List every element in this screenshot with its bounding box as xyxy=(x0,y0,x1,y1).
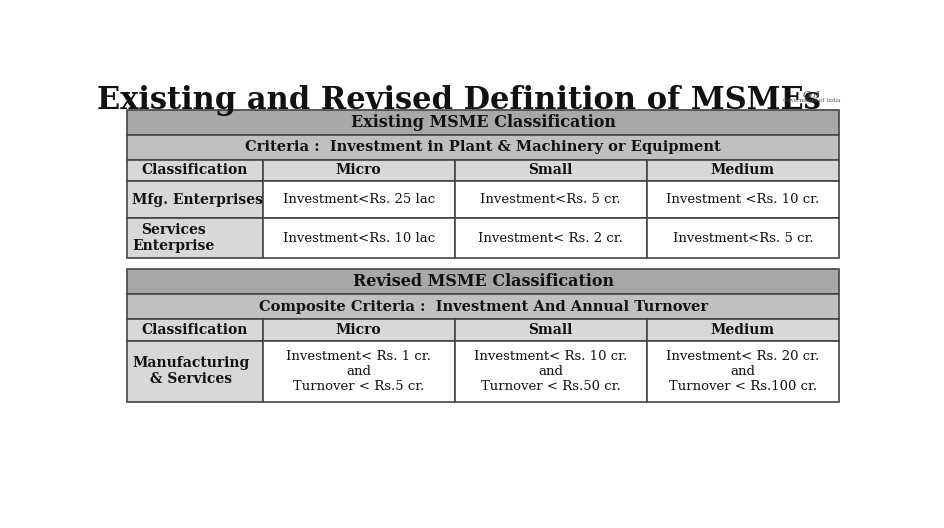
Text: Criteria :  Investment in Plant & Machinery or Equipment: Criteria : Investment in Plant & Machine… xyxy=(245,140,720,154)
Text: Investment< Rs. 1 cr.
and
Turnover < Rs.5 cr.: Investment< Rs. 1 cr. and Turnover < Rs.… xyxy=(286,350,430,393)
Text: Manufacturing
& Services: Manufacturing & Services xyxy=(132,356,249,386)
Bar xyxy=(454,159,646,181)
Text: Government of India: Government of India xyxy=(783,98,839,103)
Bar xyxy=(127,319,262,341)
Text: Investment<Rs. 5 cr.: Investment<Rs. 5 cr. xyxy=(480,193,620,206)
Text: Small: Small xyxy=(528,163,572,177)
Bar xyxy=(127,110,838,135)
Text: Investment< Rs. 2 cr.: Investment< Rs. 2 cr. xyxy=(478,232,622,244)
Text: GoI: GoI xyxy=(802,91,819,100)
Bar xyxy=(262,218,454,258)
Bar xyxy=(127,181,262,218)
Bar xyxy=(127,295,838,319)
Text: Medium: Medium xyxy=(710,323,774,337)
Text: Investment<Rs. 10 lac: Investment<Rs. 10 lac xyxy=(282,232,434,244)
Text: Existing and Revised Definition of MSMEs: Existing and Revised Definition of MSMEs xyxy=(97,85,820,116)
Text: Classification: Classification xyxy=(142,323,248,337)
Text: Micro: Micro xyxy=(335,163,381,177)
Text: Existing MSME Classification: Existing MSME Classification xyxy=(350,114,615,131)
Bar xyxy=(646,159,838,181)
Bar xyxy=(262,341,454,402)
Bar xyxy=(646,319,838,341)
Bar xyxy=(646,218,838,258)
Bar xyxy=(127,135,838,159)
Text: Investment< Rs. 10 cr.
and
Turnover < Rs.50 cr.: Investment< Rs. 10 cr. and Turnover < Rs… xyxy=(474,350,627,393)
Bar xyxy=(646,181,838,218)
Text: Services
Enterprise: Services Enterprise xyxy=(132,223,214,253)
Text: Revised MSME Classification: Revised MSME Classification xyxy=(352,273,613,290)
Text: Investment <Rs. 10 cr.: Investment <Rs. 10 cr. xyxy=(666,193,818,206)
Text: Investment< Rs. 20 cr.
and
Turnover < Rs.100 cr.: Investment< Rs. 20 cr. and Turnover < Rs… xyxy=(666,350,818,393)
Bar xyxy=(454,218,646,258)
Text: Micro: Micro xyxy=(335,323,381,337)
Text: Medium: Medium xyxy=(710,163,774,177)
Text: Small: Small xyxy=(528,323,572,337)
Bar xyxy=(646,341,838,402)
Text: Mfg. Enterprises: Mfg. Enterprises xyxy=(132,193,262,206)
Bar xyxy=(127,341,262,402)
Bar xyxy=(262,319,454,341)
Bar xyxy=(127,218,262,258)
Bar xyxy=(262,181,454,218)
Bar xyxy=(127,269,838,295)
Text: Investment<Rs. 25 lac: Investment<Rs. 25 lac xyxy=(282,193,434,206)
Bar xyxy=(454,181,646,218)
Bar xyxy=(454,341,646,402)
Text: Composite Criteria :  Investment And Annual Turnover: Composite Criteria : Investment And Annu… xyxy=(259,300,707,314)
Text: Investment<Rs. 5 cr.: Investment<Rs. 5 cr. xyxy=(672,232,812,244)
Bar xyxy=(127,159,262,181)
Bar xyxy=(262,159,454,181)
Bar xyxy=(454,319,646,341)
Text: Classification: Classification xyxy=(142,163,248,177)
